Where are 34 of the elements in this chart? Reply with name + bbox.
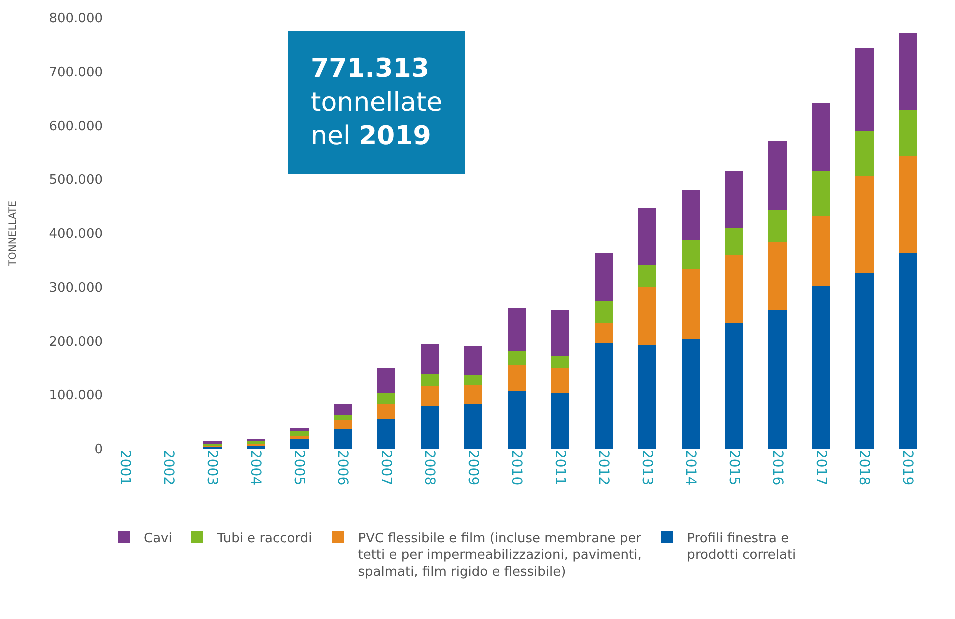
y-axis-title: TONNELLATE bbox=[8, 200, 20, 268]
x-tick-label: 2011 bbox=[552, 450, 568, 486]
x-tick-label: 2009 bbox=[464, 450, 481, 486]
x-tick-label: 2012 bbox=[595, 450, 612, 486]
x-tick-label: 2005 bbox=[291, 450, 308, 486]
legend-label: Cavi bbox=[144, 531, 172, 546]
x-tick-label: 2016 bbox=[769, 450, 786, 486]
x-tick-label: 2019 bbox=[900, 450, 916, 486]
x-tick-label: 2003 bbox=[204, 450, 220, 486]
x-tick-label: 2008 bbox=[422, 450, 438, 486]
x-tick-label: 2013 bbox=[638, 450, 655, 486]
y-tick-label: 800.000 bbox=[49, 12, 103, 27]
x-tick-label: 2014 bbox=[682, 450, 698, 486]
x-tick-label: 2015 bbox=[726, 450, 742, 486]
legend-label: Tubi e raccordi bbox=[216, 531, 312, 546]
x-tick-label: 2001 bbox=[117, 450, 134, 486]
x-tick-label: 2004 bbox=[248, 450, 264, 486]
y-tick-label: 700.000 bbox=[49, 65, 103, 80]
y-tick-label: 200.000 bbox=[49, 334, 103, 350]
y-tick-label: 100.000 bbox=[49, 388, 103, 404]
y-tick-label: 600.000 bbox=[49, 119, 103, 134]
annotation: 771.313 tonnellate nel 2019 bbox=[311, 54, 443, 152]
x-tick-label: 2006 bbox=[334, 450, 351, 486]
y-tick-label: 500.000 bbox=[49, 173, 103, 188]
x-tick-label: 2018 bbox=[856, 450, 872, 486]
x-tick-label: 2002 bbox=[160, 450, 177, 486]
y-tick-label: 0 bbox=[94, 442, 103, 458]
x-tick-label: 2017 bbox=[812, 450, 829, 486]
y-tick-label: 300.000 bbox=[49, 280, 103, 296]
legend-label: Profili finestra e prodotti correlati bbox=[687, 531, 796, 564]
x-tick-label: 2007 bbox=[378, 450, 394, 486]
x-tick-label: 2010 bbox=[508, 450, 524, 486]
y-tick-label: 400.000 bbox=[49, 227, 103, 242]
legend-label: PVC flessibile e film (incluse membrane per tetti e per impermeabilizzazioni, pavimenti, spalmati, film rigido e flessibile) bbox=[358, 531, 642, 580]
